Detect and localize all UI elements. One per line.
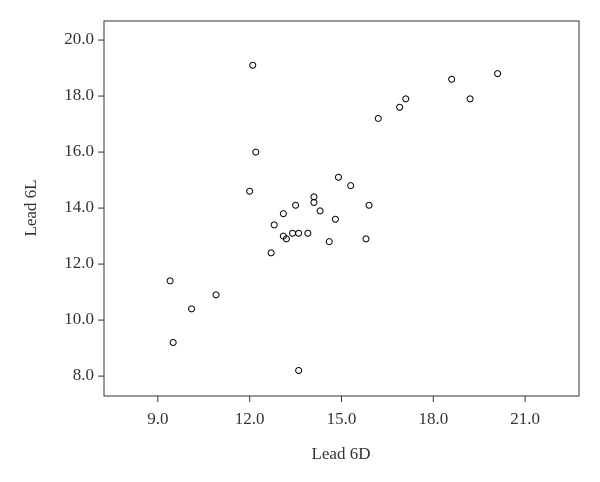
y-tick-label: 12.0 [64, 253, 94, 272]
point [448, 75, 456, 83]
point [246, 187, 254, 195]
x-tick-label: 9.0 [147, 409, 168, 428]
y-tick-label: 14.0 [64, 197, 94, 216]
point [166, 277, 174, 285]
x-tick-label: 15.0 [327, 409, 357, 428]
point [316, 207, 324, 215]
point [494, 70, 502, 78]
point [304, 229, 312, 237]
y-tick-label: 10.0 [64, 309, 94, 328]
point [295, 229, 303, 237]
x-tick-label: 18.0 [418, 409, 448, 428]
point [310, 193, 318, 201]
point [270, 221, 278, 229]
point [252, 148, 260, 156]
point [331, 215, 339, 223]
point [292, 201, 300, 209]
point [169, 339, 177, 347]
point [325, 238, 333, 246]
point [365, 201, 373, 209]
y-tick-label: 20.0 [64, 29, 94, 48]
point [396, 103, 404, 111]
point [282, 235, 290, 243]
point [289, 229, 297, 237]
x-tick-label: 21.0 [510, 409, 540, 428]
point [212, 291, 220, 299]
point [188, 305, 196, 313]
point [362, 235, 370, 243]
point [374, 114, 382, 122]
point [347, 182, 355, 190]
point [295, 367, 303, 375]
point [310, 198, 318, 206]
y-tick-label: 16.0 [64, 141, 94, 160]
point [402, 95, 410, 103]
point [466, 95, 474, 103]
point [249, 61, 257, 69]
y-tick-label: 8.0 [73, 365, 94, 384]
x-tick-label: 12.0 [235, 409, 265, 428]
x-axis-label: Lead 6D [311, 444, 370, 463]
y-tick-label: 18.0 [64, 85, 94, 104]
point [334, 173, 342, 181]
point [267, 249, 275, 257]
y-axis-label: Lead 6L [21, 179, 40, 236]
point [279, 210, 287, 218]
